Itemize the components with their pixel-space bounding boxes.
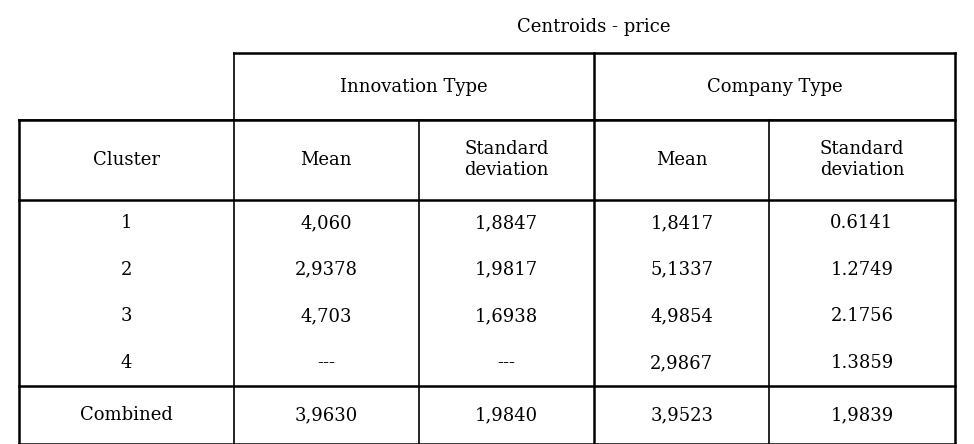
Text: 4,060: 4,060 (300, 214, 353, 232)
Text: 2,9867: 2,9867 (651, 354, 713, 372)
Text: ---: --- (318, 354, 335, 372)
Text: Centroids - price: Centroids - price (517, 18, 671, 36)
Text: Innovation Type: Innovation Type (340, 78, 488, 95)
Text: 1.3859: 1.3859 (831, 354, 893, 372)
Text: Mean: Mean (301, 151, 352, 169)
Text: 1: 1 (121, 214, 132, 232)
Text: 1,8847: 1,8847 (475, 214, 538, 232)
Text: Cluster: Cluster (94, 151, 160, 169)
Text: Standard
deviation: Standard deviation (465, 140, 548, 179)
Text: Company Type: Company Type (706, 78, 843, 95)
Text: 5,1337: 5,1337 (651, 261, 713, 279)
Text: 4,9854: 4,9854 (651, 307, 713, 325)
Text: 4: 4 (121, 354, 132, 372)
Text: 3,9630: 3,9630 (295, 406, 357, 424)
Text: 1,6938: 1,6938 (475, 307, 538, 325)
Text: 2: 2 (121, 261, 132, 279)
Text: 1.2749: 1.2749 (831, 261, 893, 279)
Text: 3,9523: 3,9523 (651, 406, 713, 424)
Text: 1,9817: 1,9817 (475, 261, 538, 279)
Text: Standard
deviation: Standard deviation (820, 140, 904, 179)
Text: Combined: Combined (80, 406, 173, 424)
Text: 1,9839: 1,9839 (831, 406, 893, 424)
Text: Mean: Mean (656, 151, 707, 169)
Text: 3: 3 (121, 307, 132, 325)
Text: ---: --- (498, 354, 515, 372)
Text: 2.1756: 2.1756 (831, 307, 893, 325)
Text: 2,9378: 2,9378 (295, 261, 357, 279)
Text: 1,9840: 1,9840 (475, 406, 538, 424)
Text: 4,703: 4,703 (301, 307, 352, 325)
Text: 0.6141: 0.6141 (831, 214, 893, 232)
Text: 1,8417: 1,8417 (651, 214, 713, 232)
